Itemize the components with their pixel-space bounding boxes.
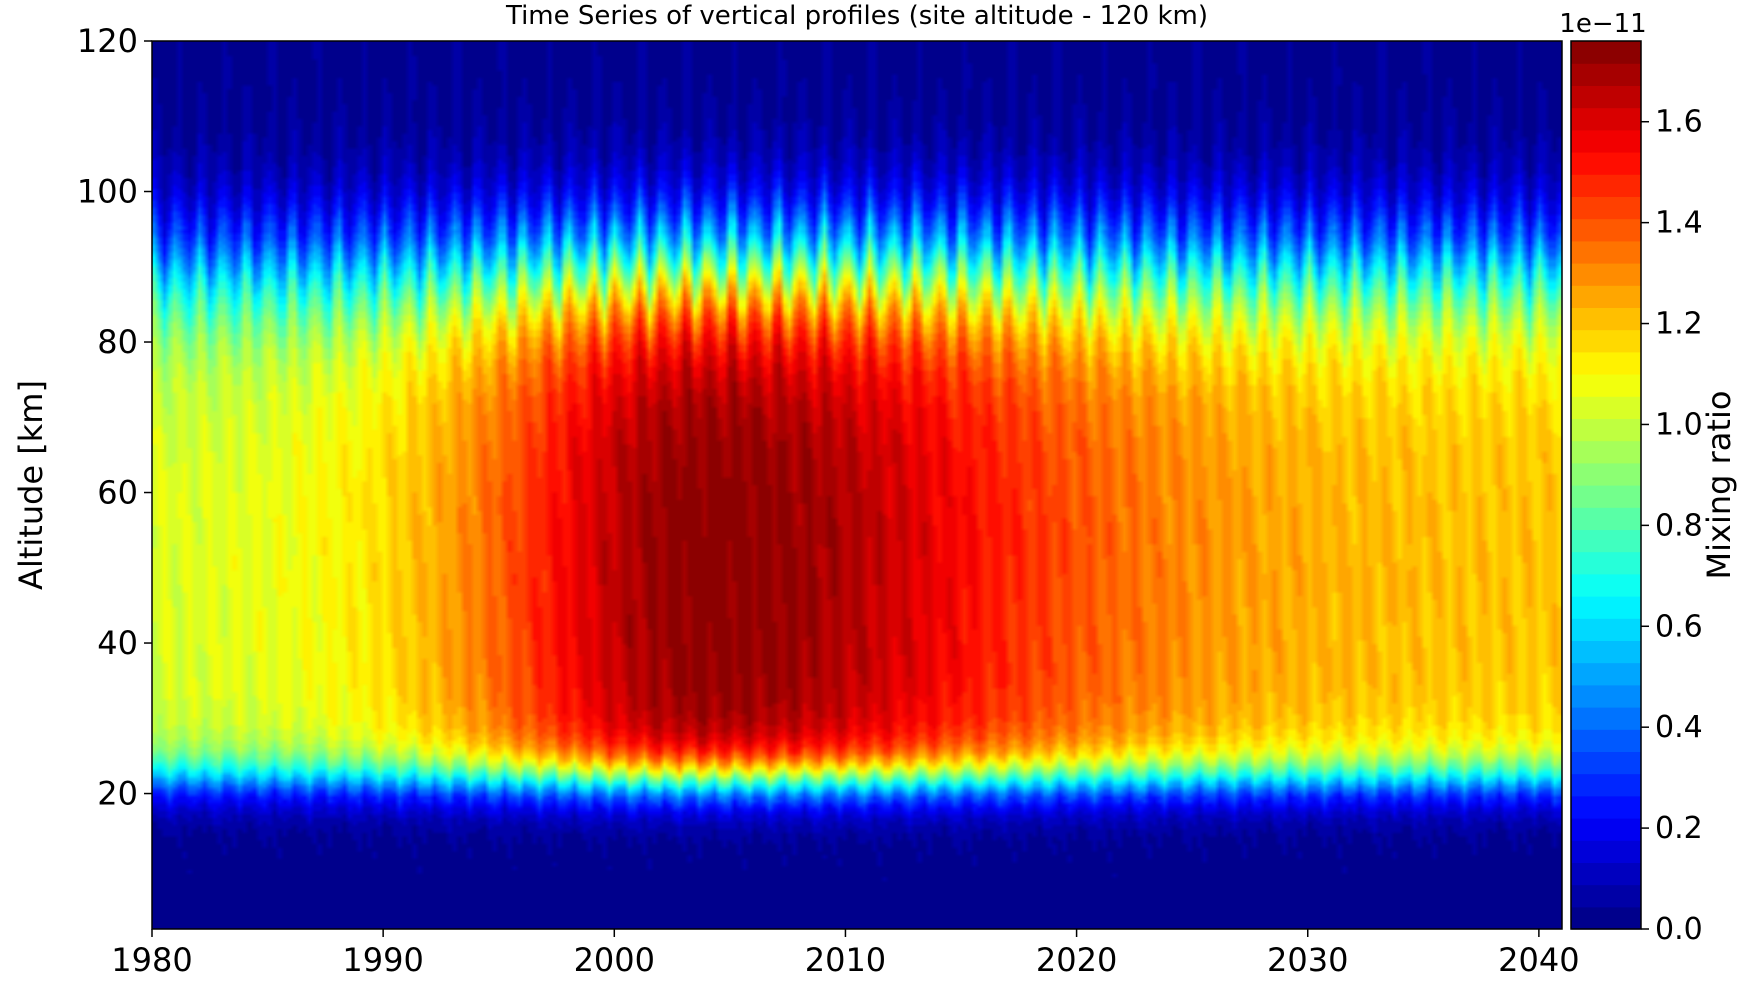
x-tick-label: 2020 [1036,941,1117,979]
colorbar-tick-label: 0.8 [1655,508,1703,543]
colorbar-band [1571,41,1641,64]
colorbar-axis: 0.0 0.2 0.4 0.6 0.8 1.0 1.2 1.4 1.6 [1641,105,1703,947]
colorbar-band [1571,240,1641,264]
colorbar-band [1571,618,1641,641]
x-tick-label: 2040 [1498,941,1579,979]
x-tick-label: 1990 [342,941,423,979]
colorbar-band [1571,396,1641,419]
colorbar-band [1571,751,1641,775]
colorbar-band [1571,862,1641,886]
colorbar-scale-text: 1e−11 [1559,9,1646,39]
colorbar-band [1571,507,1641,530]
colorbar-band [1571,818,1641,841]
x-tick-label: 2030 [1267,941,1348,979]
colorbar-band [1571,596,1641,619]
x-tick-label: 1980 [111,941,192,979]
colorbar-tick-label: 1.4 [1655,206,1703,241]
y-axis-label: Altitude [km] [12,380,50,590]
colorbar-band [1571,218,1641,242]
y-tick-label: 100 [77,173,138,211]
colorbar-band [1571,551,1641,575]
colorbar-band [1571,307,1641,331]
colorbar-band [1571,462,1641,486]
colorbar-tick-label: 1.2 [1655,307,1703,342]
x-tick-label: 2000 [574,941,655,979]
colorbar-tick-label: 0.2 [1655,811,1703,846]
colorbar-band [1571,351,1641,375]
colorbar-band [1571,152,1641,175]
y-tick-label: 80 [97,323,138,361]
chart-title: Time Series of vertical profiles (site a… [505,1,1208,31]
colorbar-tick-label: 1.0 [1655,407,1703,442]
x-axis: 1980 1990 2000 2010 2020 2030 2040 [111,929,1580,979]
plot-area [152,41,1562,929]
colorbar-band [1571,684,1641,708]
colorbar-band [1571,729,1641,752]
colorbar-band [1571,884,1641,908]
colorbar-tick-label: 1.6 [1655,105,1703,140]
y-tick-label: 40 [97,624,138,662]
colorbar [1571,41,1641,930]
colorbar-band [1571,285,1641,308]
colorbar-band [1571,440,1641,464]
colorbar-band [1571,640,1641,664]
y-tick-label: 20 [97,775,138,813]
colorbar-band [1571,63,1641,86]
colorbar-band [1571,329,1641,353]
colorbar-band [1571,795,1641,819]
colorbar-band [1571,107,1641,131]
colorbar-band [1571,418,1641,442]
colorbar-label: Mixing ratio [1700,391,1738,580]
colorbar-band [1571,485,1641,508]
colorbar-band [1571,707,1641,730]
colorbar-band [1571,85,1641,109]
colorbar-band [1571,840,1641,863]
colorbar-band [1571,529,1641,553]
colorbar-tick-label: 0.4 [1655,710,1703,745]
colorbar-band [1571,174,1641,197]
y-axis: 20 40 60 80 100 120 [77,22,152,813]
x-tick-label: 2010 [805,941,886,979]
y-tick-label: 120 [77,22,138,60]
colorbar-band [1571,196,1641,220]
colorbar-band [1571,263,1641,286]
colorbar-band [1571,906,1641,930]
colorbar-band [1571,773,1641,797]
y-tick-label: 60 [97,474,138,512]
plot-frame [151,40,1563,930]
colorbar-band [1571,129,1641,153]
colorbar-band [1571,662,1641,686]
colorbar-tick-label: 0.6 [1655,609,1703,644]
colorbar-band [1571,374,1641,397]
contour-field [152,41,1562,929]
colorbar-frame [1570,40,1642,930]
colorbar-tick-label: 0.0 [1655,912,1703,947]
colorbar-band [1571,573,1641,597]
